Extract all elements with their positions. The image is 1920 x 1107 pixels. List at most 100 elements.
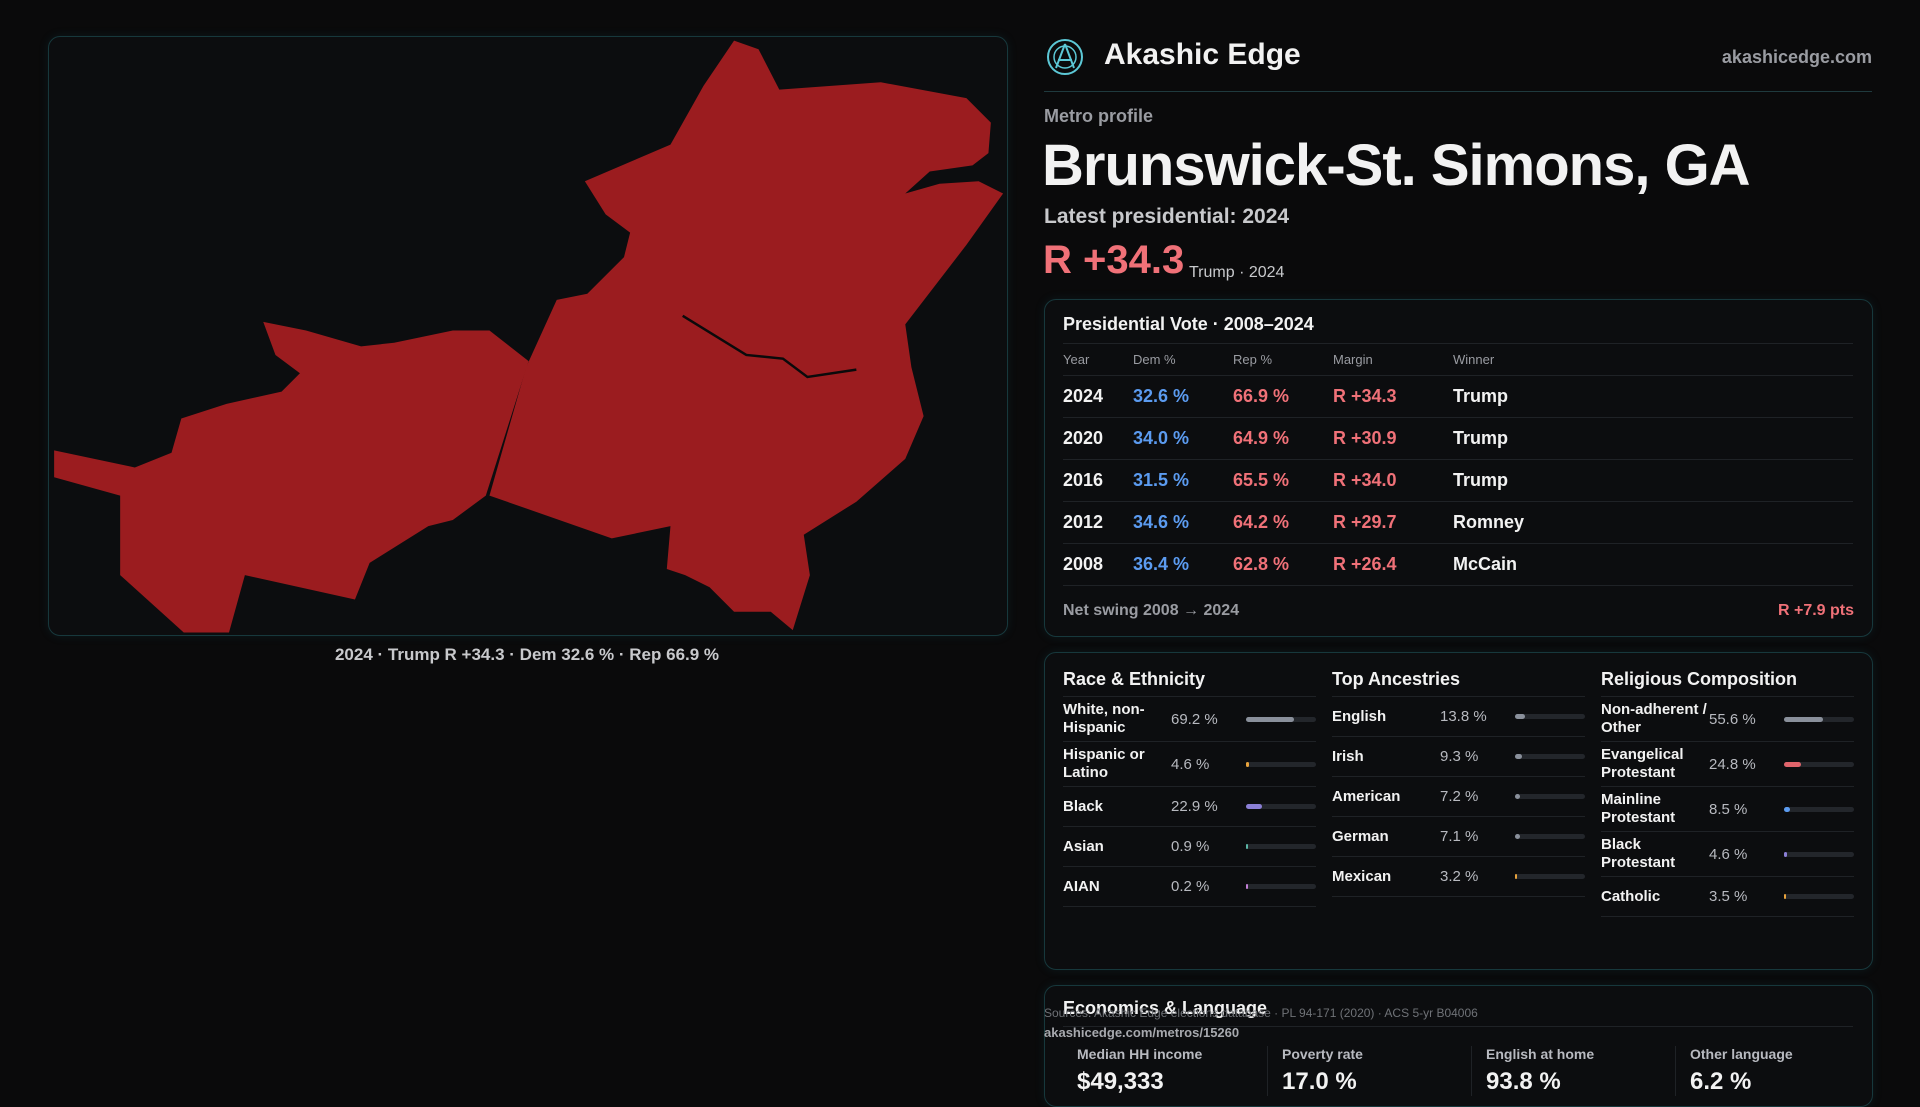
demographics-panel: Race & Ethnicity White, non-Hispanic 69.2 … bbox=[1044, 652, 1873, 970]
bar-track bbox=[1246, 884, 1316, 889]
bar-track bbox=[1515, 754, 1585, 759]
item-label: Non-adherent / Other bbox=[1601, 701, 1707, 736]
breakdown-row: Black 22.9 % bbox=[1063, 787, 1316, 827]
item-value: 7.1 % bbox=[1440, 828, 1479, 845]
stat-label: Median HH income bbox=[1077, 1046, 1203, 1062]
bar-track bbox=[1784, 761, 1854, 767]
cell: 62.8 % bbox=[1233, 543, 1333, 586]
bar-track bbox=[1246, 761, 1316, 767]
cell: 2008 bbox=[1063, 543, 1133, 586]
cell: 64.9 % bbox=[1233, 417, 1333, 460]
vote-row: 2024 32.6 % 66.9 % R +34.3 Trump bbox=[1063, 375, 1853, 418]
bar bbox=[1246, 761, 1250, 767]
cell: R +30.9 bbox=[1333, 417, 1453, 460]
item-value: 4.6 % bbox=[1709, 845, 1748, 863]
source-url[interactable]: akashicedge.com/metros/15260 bbox=[1044, 1025, 1240, 1040]
county-shape bbox=[54, 321, 529, 633]
breakdown-row: Asian 0.9 % bbox=[1063, 827, 1316, 867]
cell: 2016 bbox=[1063, 459, 1133, 502]
metro-title: Brunswick-St. Simons, GA bbox=[1042, 133, 1751, 198]
panel-title: Presidential Vote · 2008–2024 bbox=[1063, 314, 1314, 334]
breakdown-row: English 13.8 % bbox=[1332, 697, 1585, 737]
map-caption: 2024 · Trump R +34.3 · Dem 32.6 % · Rep … bbox=[334, 645, 720, 664]
cell: 36.4 % bbox=[1133, 543, 1233, 586]
item-label: Black Protestant bbox=[1601, 836, 1676, 871]
column-header: Rep % bbox=[1233, 344, 1333, 376]
breakdown-row: Mexican 3.2 % bbox=[1332, 857, 1585, 897]
bar bbox=[1246, 804, 1263, 809]
cell: 31.5 % bbox=[1133, 459, 1233, 502]
bar-track bbox=[1246, 716, 1316, 722]
section-title: Religious Composition bbox=[1601, 662, 1854, 697]
cell: R +34.0 bbox=[1333, 459, 1453, 502]
item-label: Asian bbox=[1063, 837, 1104, 855]
item-label: Mainline Protestant bbox=[1601, 791, 1676, 826]
bar-track bbox=[1246, 804, 1316, 809]
cell: R +26.4 bbox=[1333, 543, 1453, 586]
bar bbox=[1784, 761, 1802, 767]
stat: Median HH income $49,333 bbox=[1063, 1046, 1267, 1096]
cell: 34.6 % bbox=[1133, 501, 1233, 544]
item-value: 69.2 % bbox=[1171, 710, 1218, 728]
bar bbox=[1246, 844, 1249, 849]
column-header: Dem % bbox=[1133, 344, 1233, 376]
item-label: Evangelical Protestant bbox=[1601, 746, 1684, 781]
item-label: English bbox=[1332, 707, 1387, 725]
rule bbox=[1063, 1026, 1853, 1027]
item-value: 55.6 % bbox=[1709, 710, 1756, 728]
cell: 65.5 % bbox=[1233, 459, 1333, 502]
bar-track bbox=[1515, 714, 1585, 719]
item-value: 3.2 % bbox=[1440, 868, 1479, 885]
item-label: Mexican bbox=[1332, 867, 1392, 885]
county-border bbox=[682, 314, 857, 379]
item-label: Black bbox=[1063, 797, 1104, 815]
breakdown-row: Evangelical Protestant 24.8 % bbox=[1601, 742, 1854, 787]
breakdown-row: White, non-Hispanic 69.2 % bbox=[1063, 697, 1316, 742]
breakdown-row: German 7.1 % bbox=[1332, 817, 1585, 857]
section-title: Top Ancestries bbox=[1332, 662, 1585, 697]
item-label: Catholic bbox=[1601, 887, 1661, 905]
bar bbox=[1515, 874, 1518, 879]
stat-value: $49,333 bbox=[1077, 1068, 1164, 1095]
cell: McCain bbox=[1453, 543, 1853, 586]
site-link[interactable]: akashicedge.com bbox=[1721, 47, 1872, 67]
breakdown-row: Catholic 3.5 % bbox=[1601, 877, 1854, 917]
breakdown-row: AIAN 0.2 % bbox=[1063, 867, 1316, 907]
brand: Akashic Edge bbox=[1104, 38, 1301, 71]
bar bbox=[1246, 716, 1295, 722]
stat-label: English at home bbox=[1486, 1046, 1595, 1062]
margin-note: Trump · 2024 bbox=[1189, 264, 1285, 281]
bar bbox=[1515, 794, 1521, 799]
header-row: Year Dem % Rep % Margin Winner bbox=[1063, 344, 1853, 376]
item-value: 3.5 % bbox=[1709, 888, 1748, 905]
swing-value: R +7.9 pts bbox=[1777, 602, 1854, 619]
cell: 2012 bbox=[1063, 501, 1133, 544]
vote-row: 2012 34.6 % 64.2 % R +29.7 Romney bbox=[1063, 501, 1853, 544]
vote-row: 2016 31.5 % 65.5 % R +34.0 Trump bbox=[1063, 459, 1853, 502]
breakdown-row: Black Protestant 4.6 % bbox=[1601, 832, 1854, 877]
item-label: Hispanic or Latino bbox=[1063, 746, 1145, 781]
bar-track bbox=[1515, 874, 1585, 879]
vote-panel: Presidential Vote · 2008–2024 Year Dem % R… bbox=[1044, 299, 1873, 637]
item-value: 22.9 % bbox=[1171, 798, 1218, 815]
bar bbox=[1515, 714, 1525, 719]
cell: Trump bbox=[1453, 375, 1853, 418]
item-label: AIAN bbox=[1063, 877, 1100, 895]
cell: 2020 bbox=[1063, 417, 1133, 460]
bar-track bbox=[1784, 851, 1854, 857]
bar bbox=[1784, 851, 1788, 857]
logo bbox=[1047, 39, 1083, 75]
item-label: White, non-Hispanic bbox=[1063, 701, 1145, 736]
cell: Trump bbox=[1453, 417, 1853, 460]
county-shape bbox=[489, 40, 1004, 631]
item-label: American bbox=[1332, 787, 1401, 805]
kicker: Metro profile bbox=[1044, 106, 1154, 126]
cell: 34.0 % bbox=[1133, 417, 1233, 460]
breakdown-row: Hispanic or Latino 4.6 % bbox=[1063, 742, 1316, 787]
bar-track bbox=[1784, 806, 1854, 812]
cell: Romney bbox=[1453, 501, 1853, 544]
cell: R +29.7 bbox=[1333, 501, 1453, 544]
bar bbox=[1784, 716, 1823, 722]
item-value: 0.9 % bbox=[1171, 838, 1210, 855]
cell: 32.6 % bbox=[1133, 375, 1233, 418]
